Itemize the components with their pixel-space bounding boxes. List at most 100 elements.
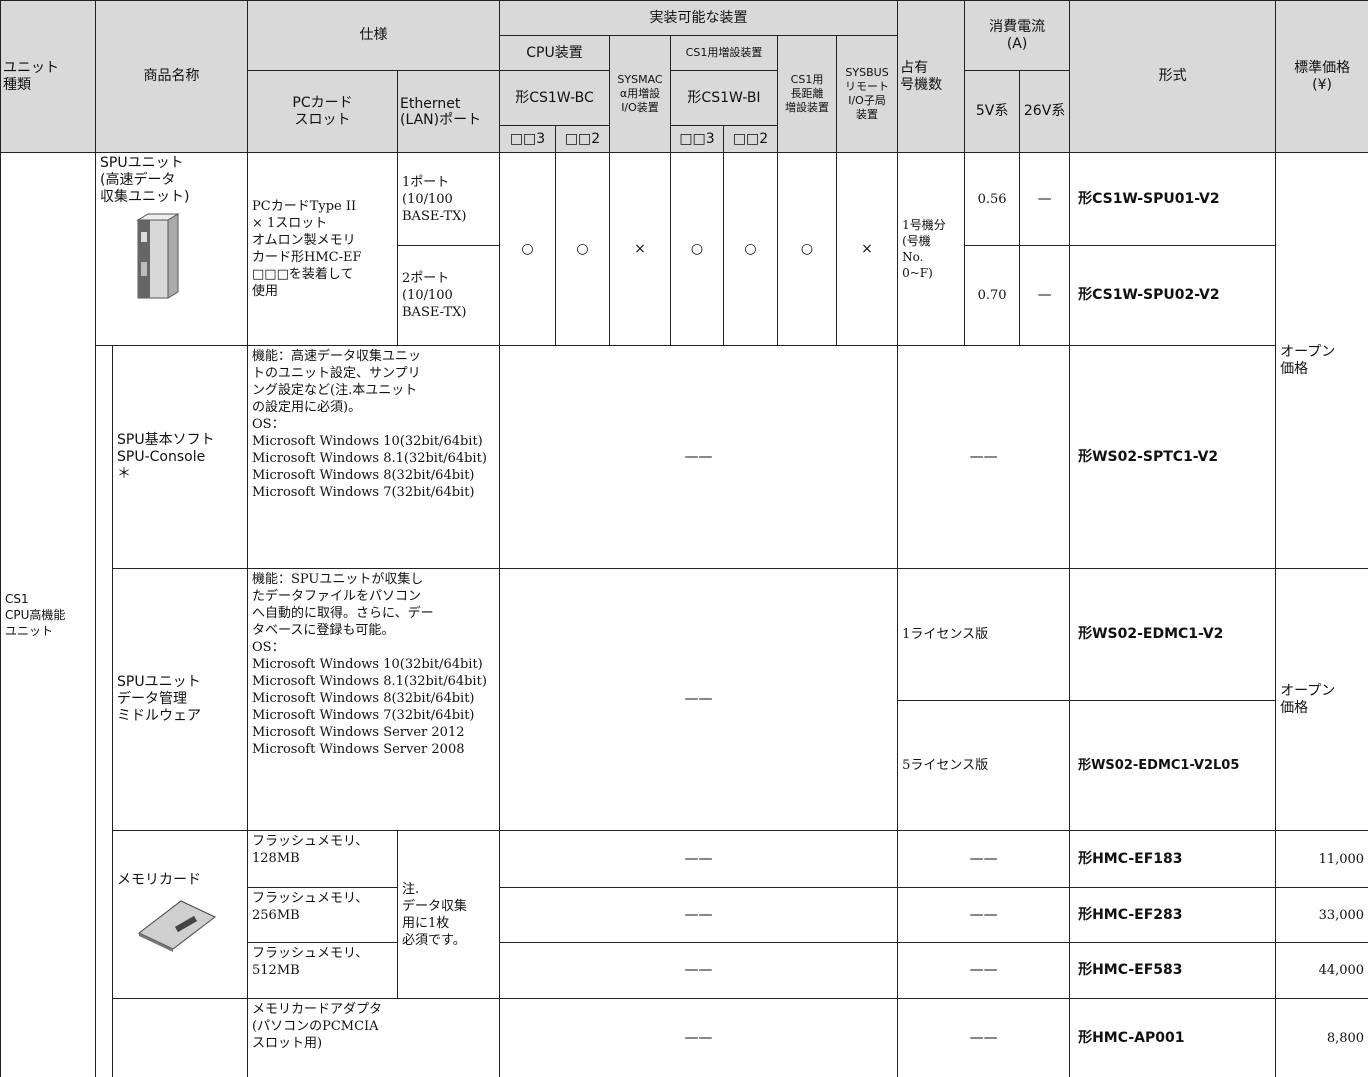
text-line: 必須です。 [402, 932, 466, 948]
cell-text: 形HMC-AP001 [1069, 998, 1277, 1077]
text-line: No. [902, 250, 924, 264]
text-line: × 1スロット [252, 216, 328, 231]
cell-text: 形HMC-EF283 [1069, 887, 1277, 943]
cell-text: CPU装置 [499, 35, 610, 71]
cell-text: 形WS02-EDMC1-V2 [1069, 568, 1277, 701]
table-cell: 注. データ収集 用に1枚 必須です。 [397, 830, 500, 999]
text-line: 装置 [856, 108, 879, 121]
text-line: (高速データ [100, 172, 176, 188]
table-cell: 1ポート (10/100 BASE-TX) [397, 152, 500, 246]
indent [95, 345, 113, 1077]
text-line: 消費電流 [989, 18, 1046, 35]
text-line: 機能：高速データ収集ユニッ [252, 349, 422, 364]
cell-text: 形HMC-EF583 [1069, 942, 1277, 999]
text-line: リモート [845, 80, 890, 93]
cell-text: —— [498, 568, 899, 831]
text-line: BASE-TX) [402, 305, 467, 320]
text-line: Microsoft Windows 8(32bit/64bit) [252, 691, 475, 706]
text-line: SPUユニット [100, 155, 184, 171]
cell-text: ○ [777, 152, 837, 346]
text-line: (パソコンのPCMCIA [252, 1019, 379, 1034]
text-line: Microsoft Windows 8.1(32bit/64bit) [252, 451, 487, 466]
text-line: SPUユニット [117, 674, 201, 690]
text-line: スロット [294, 111, 351, 128]
table-cell: 機能：高速データ収集ユニッ トのユニット設定、サンプリ ング設定など(注.本ユニット… [247, 345, 500, 569]
text-line: 使用 [252, 284, 279, 299]
table-row: SPUユニット データ管理 ミドルウェア 機能：SPUユニットが収集し たデータファイ… [1, 568, 1368, 831]
text-line: PCカード [292, 94, 353, 111]
text-line: I/O子局 [848, 94, 886, 107]
table-cell: CS1 CPU高機能 ユニット [0, 152, 96, 1077]
text-line: メモリカードアダプタ [252, 1002, 383, 1017]
text-line: SYSBUS [845, 66, 889, 79]
text-line: Microsoft Windows 7(32bit/64bit) [252, 485, 475, 500]
text-line: SYSMAC [617, 73, 663, 86]
cell-text: —— [498, 830, 899, 888]
cell-text: 5V系 [964, 70, 1021, 153]
text-line: オムロン製メモリ [252, 233, 356, 248]
unit-photo [136, 213, 180, 299]
text-line: I/O装置 [621, 101, 659, 114]
table-cell: メモリカードアダプタ (パソコンのPCMCIA スロット用) [247, 998, 500, 1077]
text-line: Microsoft Windows 7(32bit/64bit) [252, 708, 475, 723]
cell-text: —— [897, 830, 1071, 888]
table-row: PCカード スロット Ethernet (LAN)ポート 形CS1W-BC 形CS1… [1, 70, 1368, 153]
text-line: (号機 [902, 234, 931, 248]
cell-text: 0.56 [964, 152, 1021, 246]
text-line: たデータファイルをパソコン [252, 589, 422, 604]
cell-text: —— [498, 942, 899, 999]
table-row: CS1 CPU高機能 ユニット SPUユニット (高速データ 収集ユニット) PCカード… [0, 152, 1368, 1077]
cell-text: □□2 [555, 125, 610, 153]
text-line: 標準価格 [1294, 59, 1351, 76]
cell-text: — [1019, 245, 1071, 346]
table-cell: フラッシュメモリ、 512MB [247, 942, 398, 999]
text-line: SPU基本ソフト [117, 431, 215, 448]
text-line: (A) [1006, 35, 1028, 52]
cell-text: 形CS1W-BI [670, 70, 778, 126]
cell-text: ○ [499, 152, 556, 346]
text-line: カード形HMC-EF [252, 250, 362, 265]
table-cell: SPUユニット (高速データ 収集ユニット) [100, 155, 243, 206]
text-line: α用増設 [619, 87, 661, 100]
cell-text: 8,800 [1275, 998, 1368, 1077]
table-cell: SPUユニット (高速データ 収集ユニット) [95, 152, 248, 346]
text-line: タベースに登録も可能。 [252, 623, 395, 638]
text-line: Ethernet [400, 95, 461, 112]
text-line: 用に1枚 [402, 915, 450, 931]
text-line: 256MB [252, 908, 300, 923]
text-line: Microsoft Windows Server 2012 [252, 725, 465, 740]
table-cell: SPU基本ソフト SPU-Console ＊ [112, 345, 248, 569]
text-line: □□□を装着して [252, 267, 354, 282]
cell-text: 形CS1W-SPU01-V2 [1069, 152, 1277, 246]
cell-text: 形CS1W-SPU02-V2 [1069, 245, 1277, 346]
cell-text: メモリカード [117, 871, 201, 888]
text-line: 増設装置 [785, 101, 829, 114]
text-line: Microsoft Windows Server 2008 [252, 742, 465, 757]
cell-text: 仕様 [247, 0, 500, 71]
text-line: 占有 [900, 59, 929, 76]
text-line: OS： [252, 417, 285, 432]
table-row: □□3 □□2 □□3 □□2 [1, 125, 1368, 153]
text-line: ング設定など(注.本ユニット [252, 383, 418, 398]
text-line: 号機数 [900, 76, 943, 93]
table-row: フラッシュメモリ、 256MB —— —— 形HMC-EF283 33,000 [1, 887, 1368, 943]
text-line: 512MB [252, 963, 300, 978]
table-row: フラッシュメモリ、 512MB —— —— 形HMC-EF583 44,000 [1, 942, 1368, 999]
cell-text: 26V系 [1019, 70, 1071, 153]
table-cell: オープン 価格 [1275, 568, 1368, 831]
table-row: メモリカードアダプタ (パソコンのPCMCIA スロット用) —— —— 形HMC-… [1, 998, 1368, 1077]
table-row: 5ライセンス版 形WS02-EDMC1-V2L05 [1, 700, 1368, 831]
table-row: 2ポート (10/100 BASE-TX) 0.70— 形CS1W-SPU02-V2 [1, 245, 1368, 346]
text-line: オープン [1280, 343, 1336, 360]
text-line: 機能：SPUユニットが収集し [252, 572, 424, 587]
cell-text: 11,000 [1275, 830, 1368, 888]
text-line: データ管理 [117, 691, 187, 707]
text-line: 価格 [1280, 699, 1309, 716]
text-line: CS1用 [790, 73, 824, 86]
cell-text: × [609, 152, 671, 346]
text-line: Microsoft Windows 10(32bit/64bit) [252, 657, 483, 672]
cell-text: □□3 [499, 125, 556, 153]
cell-text: 商品名称 [95, 0, 248, 153]
cell-text: 44,000 [1275, 942, 1368, 999]
